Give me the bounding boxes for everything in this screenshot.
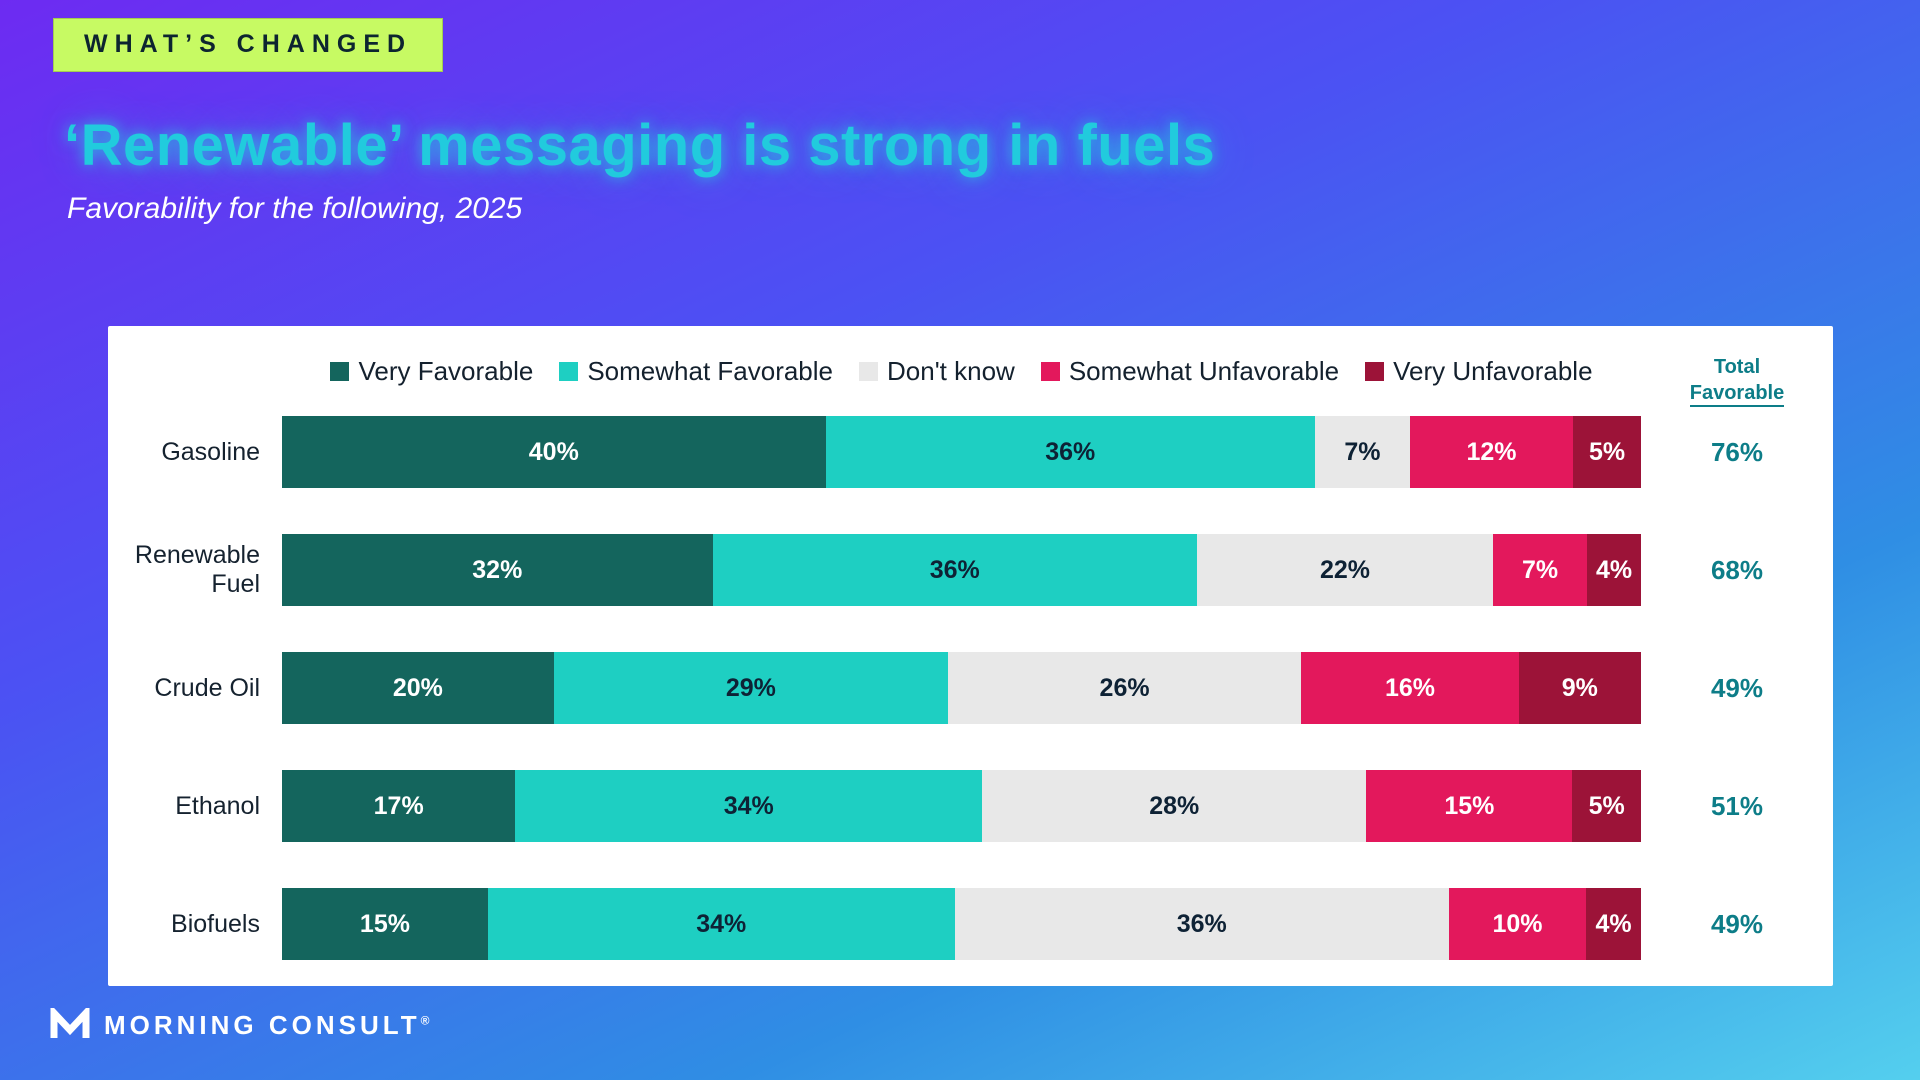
legend-label: Very Unfavorable — [1393, 356, 1593, 386]
legend-label: Very Favorable — [358, 356, 534, 386]
bar-segment: 5% — [1572, 770, 1641, 842]
banner-label: WHAT’S CHANGED — [84, 30, 413, 58]
legend-label: Somewhat Favorable — [587, 356, 834, 386]
chart-row: Gasoline 40% 36% 7% 12% 5% 76% — [108, 416, 1833, 488]
legend-label: Don't know — [887, 356, 1015, 386]
legend-swatch — [1040, 362, 1060, 381]
page-subtitle: Favorability for the following, 2025 — [67, 192, 523, 225]
bar-segment: 5% — [1573, 416, 1641, 488]
bar-segment: 15% — [1366, 770, 1573, 842]
legend-swatch — [330, 362, 350, 381]
bar-segment: 36% — [825, 416, 1315, 488]
bar-segment: 7% — [1492, 534, 1588, 606]
legend-item: Very Favorable — [330, 356, 533, 387]
bar-segment: 28% — [982, 770, 1367, 842]
bar-segment: 9% — [1518, 652, 1641, 724]
total-favorable-value: 68% — [1710, 554, 1764, 585]
total-favorable-value: 51% — [1710, 790, 1764, 821]
chart-row: Biofuels 15% 34% 36% 10% 4% 49% — [108, 888, 1833, 960]
total-favorable-value: 76% — [1710, 436, 1764, 467]
total-header-line1: Total — [1713, 356, 1761, 378]
bar-segment: 4% — [1586, 888, 1641, 960]
category-label: Biofuels — [171, 909, 260, 938]
bar-segment: 4% — [1587, 534, 1641, 606]
legend-item: Don't know — [859, 356, 1015, 387]
chart-card: Very Favorable Somewhat Favorable Don't kn… — [108, 326, 1833, 986]
bar-segment: 34% — [515, 770, 983, 842]
stacked-bar: 32% 36% 22% 7% 4% — [282, 534, 1641, 606]
page-title: ‘Renewable’ messaging is strong in fuels — [64, 113, 1216, 178]
chart-row: Crude Oil 20% 29% 26% 16% 9% 49% — [108, 652, 1833, 724]
bar-segment: 26% — [947, 652, 1302, 724]
whats-changed-banner: WHAT’S CHANGED — [53, 18, 444, 72]
bar-segment: 34% — [487, 888, 955, 960]
morning-consult-m-icon — [50, 1008, 90, 1038]
legend-swatch — [1365, 362, 1385, 381]
bar-segment: 40% — [282, 416, 826, 488]
category-label: Renewable Fuel — [134, 541, 260, 598]
legend-item: Very Unfavorable — [1365, 356, 1593, 387]
bar-segment: 22% — [1196, 534, 1493, 606]
bar-segment: 36% — [712, 534, 1197, 606]
bar-segment: 17% — [282, 770, 516, 842]
stacked-bar: 20% 29% 26% 16% 9% — [282, 652, 1641, 724]
bar-segment: 20% — [282, 652, 554, 724]
legend-row: Very Favorable Somewhat Favorable Don't kn… — [108, 352, 1833, 416]
chart-legend: Very Favorable Somewhat Favorable Don't kn… — [282, 352, 1641, 387]
total-favorable-value: 49% — [1710, 672, 1764, 703]
chart-row: Ethanol 17% 34% 28% 15% 5% 51% — [108, 770, 1833, 842]
bar-segment: 16% — [1301, 652, 1519, 724]
legend-item: Somewhat Unfavorable — [1040, 356, 1340, 387]
total-favorable-value: 49% — [1710, 908, 1764, 939]
total-favorable-header: Total Favorable — [1641, 352, 1833, 407]
bar-segment: 10% — [1448, 888, 1587, 960]
chart-rows: Gasoline 40% 36% 7% 12% 5% 76% Renewable Fuel 32… — [108, 416, 1833, 960]
legend-item: Somewhat Favorable — [559, 356, 833, 387]
logo-text: MORNING CONSULT — [104, 1009, 421, 1040]
bar-segment: 15% — [282, 888, 488, 960]
bar-segment: 12% — [1409, 416, 1574, 488]
category-label: Ethanol — [175, 791, 260, 820]
category-label: Gasoline — [161, 437, 260, 466]
chart-row: Renewable Fuel 32% 36% 22% 7% 4% 68% — [108, 534, 1833, 606]
bar-segment: 29% — [553, 652, 948, 724]
legend-label: Somewhat Unfavorable — [1068, 356, 1340, 386]
category-label: Crude Oil — [154, 673, 260, 702]
stacked-bar: 40% 36% 7% 12% 5% — [282, 416, 1641, 488]
total-header-line2: Favorable — [1689, 382, 1785, 407]
bar-segment: 36% — [954, 888, 1449, 960]
bar-segment: 7% — [1314, 416, 1410, 488]
legend-swatch — [559, 362, 579, 381]
legend-swatch — [859, 362, 879, 381]
bar-segment: 32% — [282, 534, 713, 606]
stacked-bar: 17% 34% 28% 15% 5% — [282, 770, 1641, 842]
logo-wordmark: MORNING CONSULT® — [104, 1010, 429, 1041]
registered-mark: ® — [420, 1012, 430, 1027]
stacked-bar: 15% 34% 36% 10% 4% — [282, 888, 1641, 960]
morning-consult-logo: MORNING CONSULT® — [50, 1008, 429, 1042]
